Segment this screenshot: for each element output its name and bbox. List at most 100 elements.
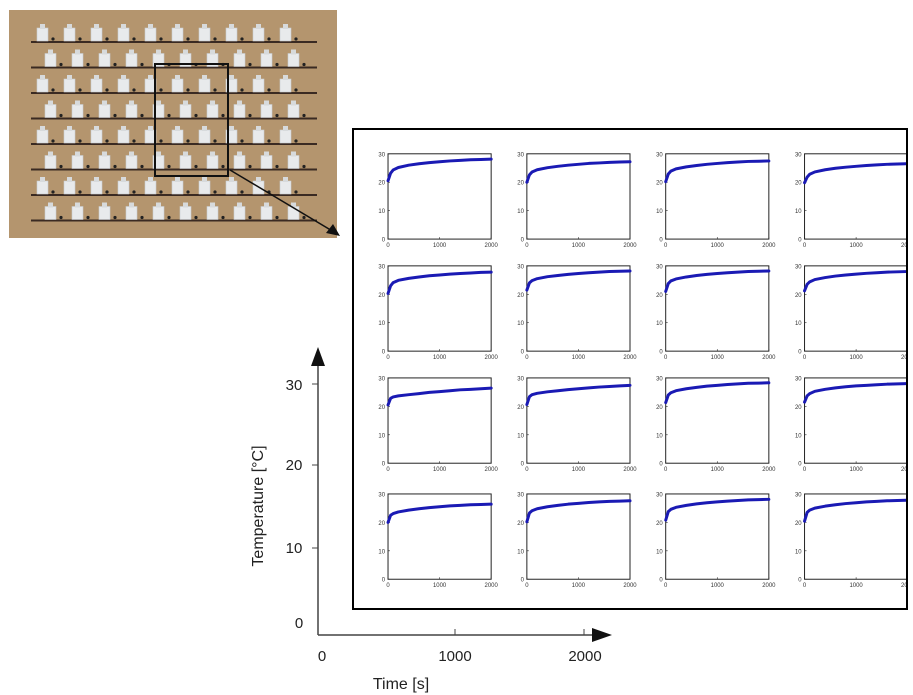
small-xtick-label: 0 [803, 355, 807, 361]
photo-sensor-cap [210, 151, 215, 157]
photo-sensor-cap [264, 100, 269, 106]
small-ytick-label: 20 [517, 405, 524, 411]
photo-sensor-dot [132, 190, 136, 194]
photo-sensor-cap [202, 177, 207, 182]
small-xtick-label: 1000 [849, 355, 863, 361]
photo-sensor-cap [183, 202, 188, 208]
small-ytick-label: 20 [795, 181, 802, 187]
small-xtick-label: 2000 [623, 467, 637, 473]
temperature-series-line [803, 498, 906, 523]
photo-sensor-row [31, 75, 317, 94]
photo-sensor-dot [221, 164, 225, 169]
photo-sensor-dot [51, 88, 55, 92]
small-ytick-label: 10 [517, 433, 524, 439]
photo-sensor-cap [256, 24, 261, 29]
small-ytick-label: 0 [382, 238, 386, 244]
small-multiple-3: 0 10 20 30 0 1000 2000 [656, 152, 776, 249]
temperature-series-line [525, 160, 632, 184]
small-xtick-label: 0 [386, 355, 390, 361]
small-ytick-label: 10 [656, 433, 663, 439]
small-multiple-2: 0 10 20 30 0 1000 2000 [517, 152, 637, 249]
photo-sensor-cap [175, 24, 180, 29]
photo-sensor-dot [159, 190, 163, 194]
small-ytick-label: 0 [798, 578, 802, 584]
photo-sensor-cap [75, 151, 80, 157]
small-xtick-label: 2000 [762, 583, 776, 589]
temperature-series-line [803, 382, 906, 404]
photo-sensor-dot [140, 113, 144, 118]
photo-sensor-cap [121, 126, 126, 131]
small-xtick-label: 2000 [901, 583, 908, 589]
temperature-series-line [664, 381, 771, 405]
photo-sensor-cap [102, 49, 107, 55]
photo-sensor-dot [132, 139, 136, 143]
photo-sensor-cap [156, 100, 161, 106]
small-xtick-label: 1000 [433, 243, 447, 249]
photo-sensor-cap [75, 202, 80, 208]
small-multiple-frame [665, 265, 770, 352]
photo-background [9, 10, 337, 238]
photo-sensor-cap [237, 100, 242, 106]
photo-sensor-cap [75, 100, 80, 106]
sensor-array-photo [9, 10, 337, 238]
small-ytick-label: 30 [517, 376, 524, 382]
photo-sensor-dot [275, 62, 279, 67]
small-multiple-12: 0 10 20 30 0 1000 2000 [795, 376, 906, 473]
photo-sensor-cap [210, 202, 215, 208]
photo-sensor-cap [121, 75, 126, 80]
photo-sensor-cap [48, 202, 53, 208]
x-tick-label-2000: 2000 [568, 648, 601, 665]
small-ytick-label: 10 [656, 549, 663, 555]
photo-sensor-dot [294, 139, 298, 143]
photo-sensor-dot [275, 215, 279, 220]
photo-sensor-cap [67, 24, 72, 29]
photo-sensor-cap [291, 202, 296, 208]
x-tick-label-0: 0 [318, 648, 326, 665]
temperature-series-line [386, 502, 493, 524]
small-multiple-frame [665, 377, 770, 464]
small-xtick-label: 2000 [901, 243, 908, 249]
photo-sensor-dot [51, 190, 55, 194]
small-ytick-label: 30 [656, 376, 663, 382]
small-multiple-13: 0 10 20 30 0 1000 2000 [378, 492, 498, 589]
photo-sensor-dot [302, 164, 306, 169]
temperature-series-line [525, 499, 632, 524]
x-ticks: 0 1000 2000 [318, 629, 602, 665]
photo-sensor-cap [175, 177, 180, 182]
small-xtick-label: 0 [664, 583, 668, 589]
small-xtick-label: 1000 [849, 243, 863, 249]
small-ytick-label: 20 [656, 293, 663, 299]
small-ytick-label: 30 [795, 376, 802, 382]
photo-sensor-cap [94, 75, 99, 80]
temperature-series-line [803, 162, 906, 185]
photo-sensor-dot [59, 215, 63, 220]
small-ytick-label: 30 [795, 492, 802, 498]
photo-sensor-dot [213, 37, 217, 41]
photo-sensor-cap [102, 151, 107, 157]
small-xtick-label: 2000 [762, 467, 776, 473]
photo-sensor-dot [267, 139, 271, 143]
small-multiple-8: 0 10 20 30 0 1000 2000 [795, 264, 906, 361]
photo-sensor-cap [48, 100, 53, 106]
small-ytick-label: 0 [521, 578, 525, 584]
photo-sensor-dot [105, 88, 109, 92]
photo-sensor-cap [256, 177, 261, 182]
small-ytick-label: 0 [798, 462, 802, 468]
small-xtick-label: 0 [525, 243, 529, 249]
small-ytick-label: 10 [795, 549, 802, 555]
photo-sensor-dot [213, 139, 217, 143]
photo-sensor-dot [294, 88, 298, 92]
photo-sensor-dot [240, 190, 244, 194]
photo-sensor-cap [291, 100, 296, 106]
small-multiple-7: 0 10 20 30 0 1000 2000 [656, 264, 776, 361]
small-xtick-label: 0 [803, 243, 807, 249]
small-multiple-frame [526, 377, 631, 464]
small-multiple-15: 0 10 20 30 0 1000 2000 [656, 492, 776, 589]
small-ytick-label: 10 [795, 433, 802, 439]
small-xtick-label: 1000 [433, 355, 447, 361]
small-ytick-label: 20 [795, 405, 802, 411]
small-xtick-label: 1000 [433, 583, 447, 589]
photo-sensor-cap [156, 202, 161, 208]
photo-sensor-cap [264, 151, 269, 157]
